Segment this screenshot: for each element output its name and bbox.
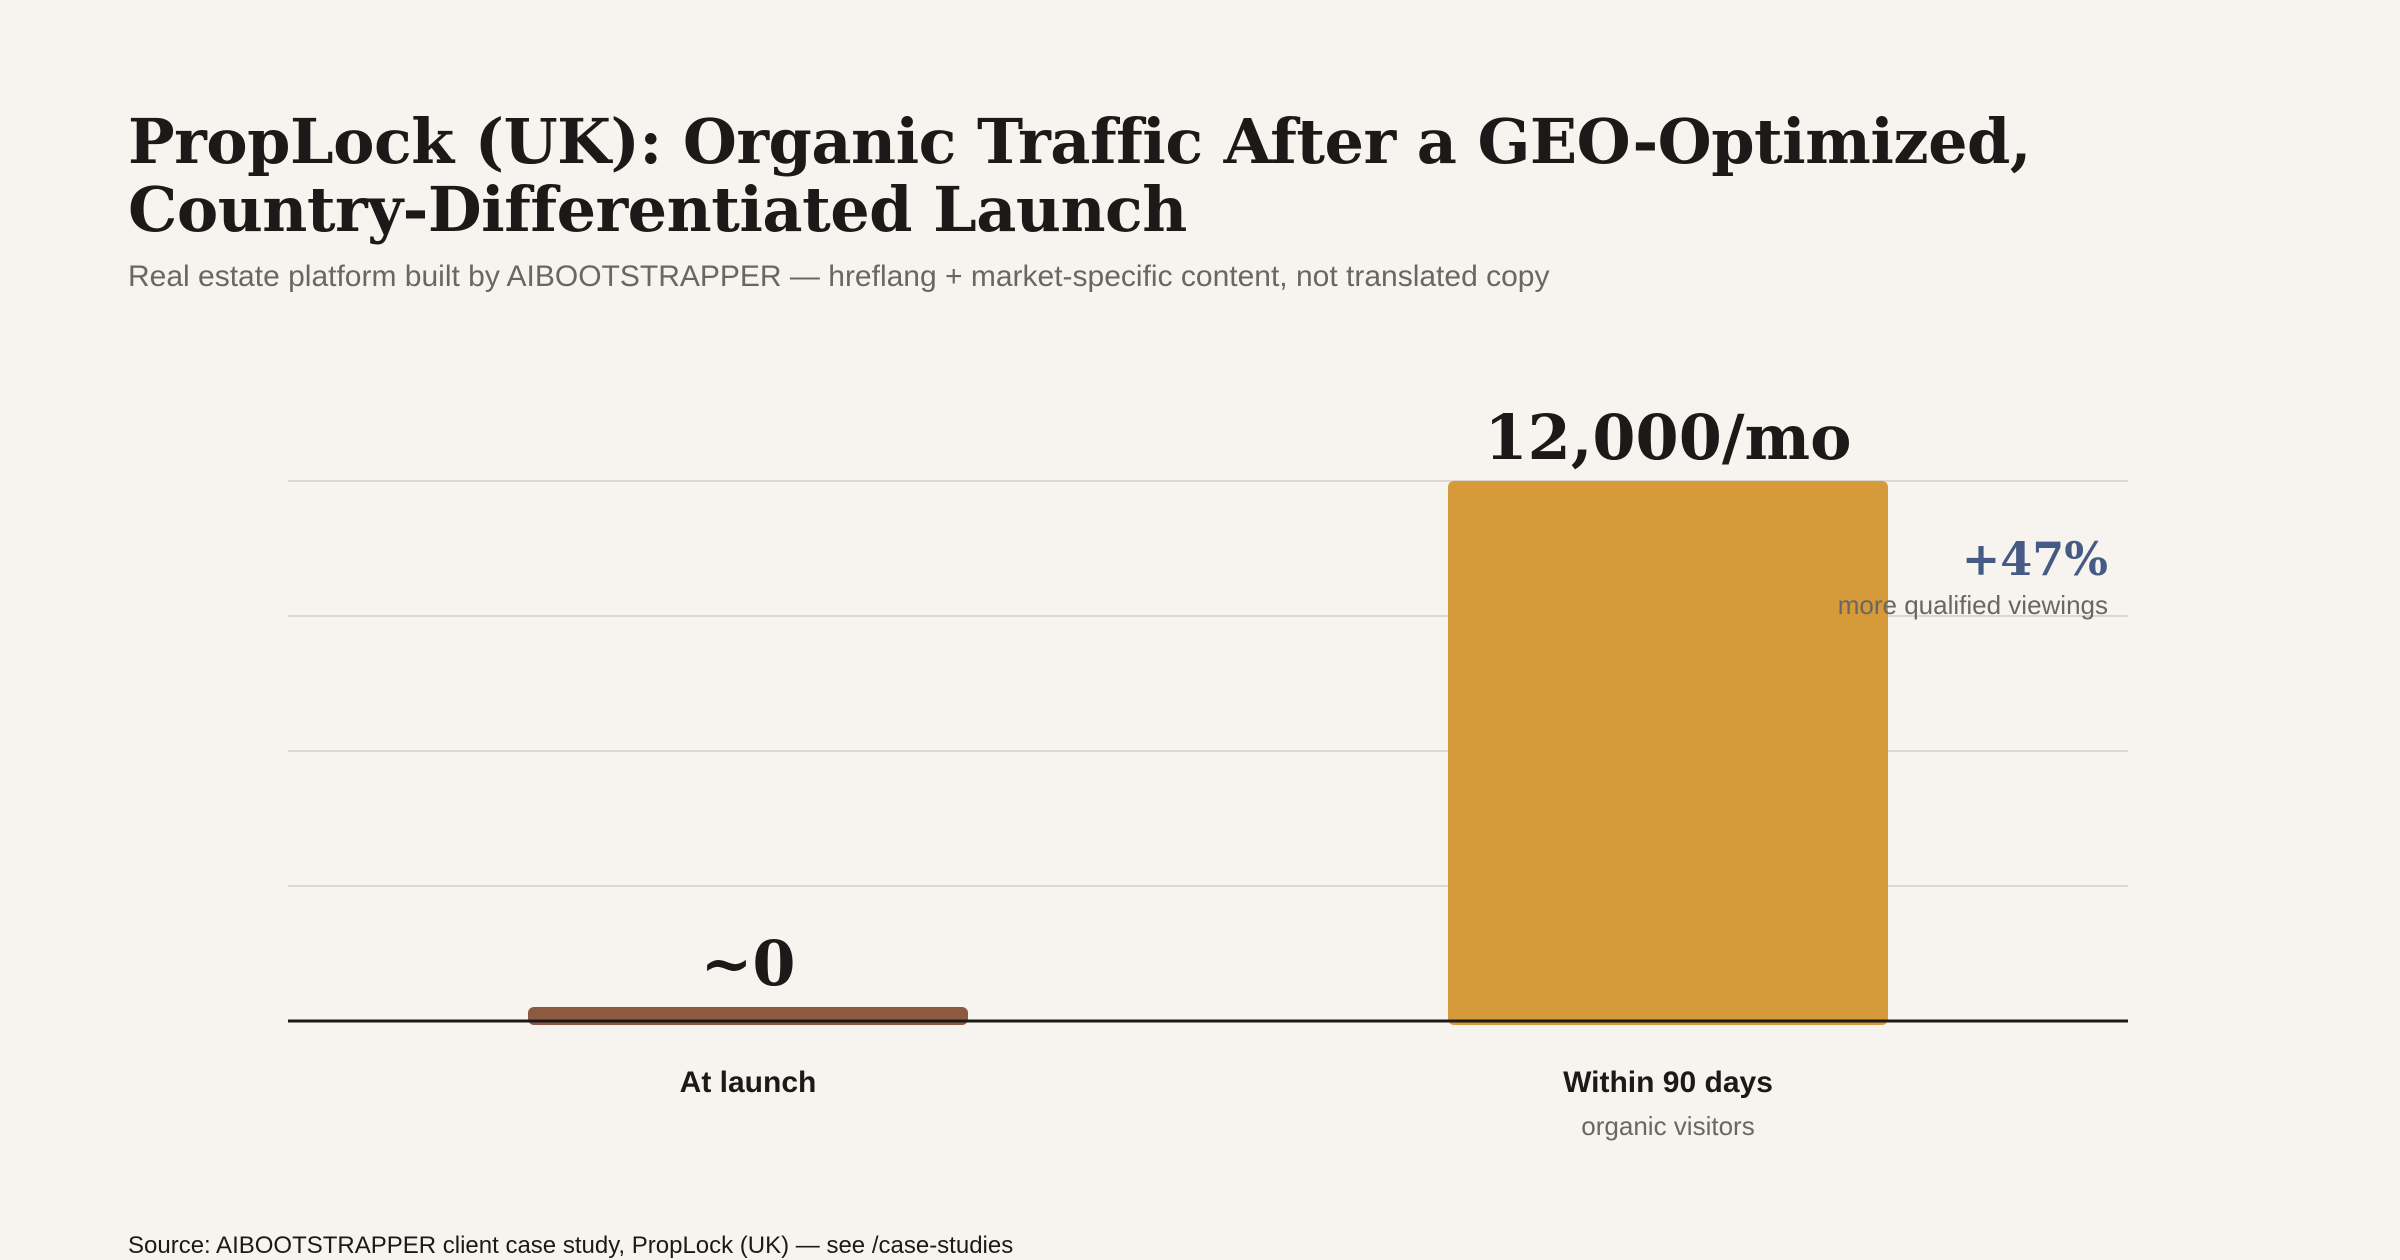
category-label-1: At launch <box>680 1066 817 1099</box>
category-sublabel-2: organic visitors <box>1581 1111 1754 1141</box>
chart-subtitle: Real estate platform built by AIBOOTSTRA… <box>128 260 1550 293</box>
annotation-text: more qualified viewings <box>1838 590 2108 620</box>
chart-title: PropLock (UK): Organic Traffic After a G… <box>128 105 2031 246</box>
data-label-2: 12,000/mo <box>1485 401 1852 474</box>
source-note: Source: AIBOOTSTRAPPER client case study… <box>128 1232 1014 1259</box>
data-label-1: ~0 <box>700 927 795 1000</box>
bar-2 <box>1448 481 1888 1025</box>
annotation-value: +47% <box>1962 532 2108 586</box>
category-label-2: Within 90 days <box>1563 1066 1773 1099</box>
